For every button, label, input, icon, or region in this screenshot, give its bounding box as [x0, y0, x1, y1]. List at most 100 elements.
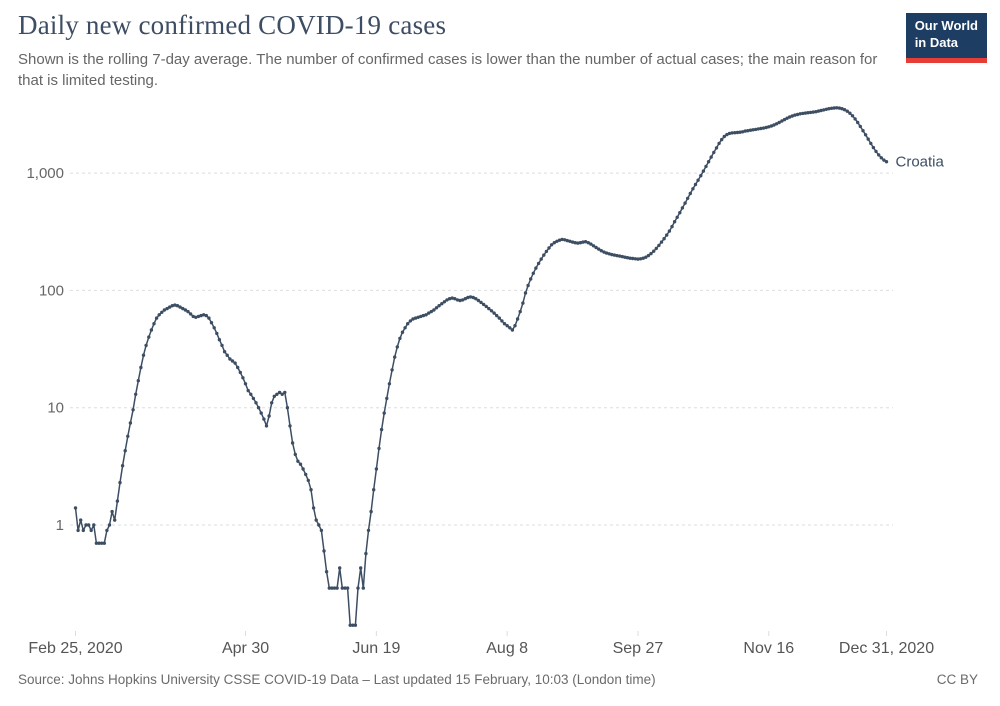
data-point[interactable]	[107, 523, 112, 527]
data-point[interactable]	[241, 376, 245, 380]
data-point[interactable]	[720, 137, 724, 142]
data-point[interactable]	[280, 392, 284, 396]
data-point[interactable]	[502, 322, 507, 326]
data-point[interactable]	[589, 242, 593, 246]
data-point[interactable]	[688, 191, 692, 196]
data-point[interactable]	[188, 312, 193, 316]
data-point[interactable]	[759, 126, 763, 131]
data-point[interactable]	[113, 518, 117, 522]
data-point[interactable]	[447, 297, 452, 301]
data-point[interactable]	[515, 317, 520, 321]
data-point[interactable]	[638, 257, 643, 261]
data-point[interactable]	[377, 446, 381, 451]
data-point[interactable]	[521, 301, 525, 305]
data-point[interactable]	[79, 518, 83, 522]
data-point[interactable]	[767, 125, 771, 129]
data-point[interactable]	[369, 509, 373, 514]
data-point[interactable]	[304, 472, 308, 477]
data-point[interactable]	[314, 518, 318, 522]
data-point[interactable]	[835, 106, 839, 110]
data-point[interactable]	[390, 368, 394, 372]
data-point[interactable]	[157, 313, 161, 317]
data-point[interactable]	[249, 392, 253, 396]
data-point[interactable]	[364, 551, 368, 556]
data-point[interactable]	[94, 541, 99, 545]
data-point[interactable]	[877, 153, 881, 157]
data-point[interactable]	[772, 123, 776, 127]
data-point[interactable]	[489, 309, 494, 313]
data-point[interactable]	[782, 117, 787, 122]
data-point[interactable]	[850, 114, 855, 118]
data-point[interactable]	[657, 243, 661, 248]
owid-logo[interactable]: Our World in Data	[905, 13, 987, 63]
data-point[interactable]	[706, 160, 711, 164]
data-point[interactable]	[366, 528, 371, 533]
data-point[interactable]	[270, 401, 274, 405]
data-point[interactable]	[552, 241, 556, 245]
data-point[interactable]	[330, 586, 334, 590]
data-point[interactable]	[445, 298, 449, 302]
data-point[interactable]	[209, 321, 214, 325]
data-point[interactable]	[811, 110, 815, 114]
data-point[interactable]	[110, 509, 114, 514]
data-point[interactable]	[495, 313, 499, 318]
data-point[interactable]	[816, 109, 821, 113]
data-point[interactable]	[733, 131, 737, 135]
data-point[interactable]	[829, 106, 834, 111]
data-point[interactable]	[646, 253, 651, 258]
data-point[interactable]	[217, 338, 222, 342]
data-point[interactable]	[309, 488, 313, 492]
data-point[interactable]	[529, 277, 533, 281]
data-point[interactable]	[311, 506, 316, 510]
data-point[interactable]	[374, 467, 379, 471]
data-point[interactable]	[194, 315, 198, 319]
data-point[interactable]	[777, 120, 781, 125]
data-point[interactable]	[196, 314, 201, 319]
data-point[interactable]	[756, 127, 760, 131]
data-point[interactable]	[288, 424, 292, 428]
data-point[interactable]	[332, 586, 337, 590]
data-point[interactable]	[361, 586, 365, 590]
data-point[interactable]	[343, 586, 347, 590]
data-point[interactable]	[832, 106, 836, 110]
data-point[interactable]	[652, 249, 656, 253]
data-point[interactable]	[466, 295, 470, 300]
data-point[interactable]	[531, 271, 535, 275]
data-point[interactable]	[563, 238, 567, 242]
data-point[interactable]	[225, 353, 229, 357]
data-point[interactable]	[267, 414, 271, 418]
data-point[interactable]	[393, 355, 397, 359]
data-point[interactable]	[442, 300, 447, 304]
data-point[interactable]	[840, 107, 844, 111]
data-point[interactable]	[262, 417, 266, 421]
data-point[interactable]	[678, 211, 682, 215]
data-point[interactable]	[602, 250, 606, 254]
data-point[interactable]	[181, 306, 185, 311]
data-point[interactable]	[675, 215, 679, 219]
data-point[interactable]	[293, 452, 297, 457]
data-point[interactable]	[149, 328, 154, 332]
data-point[interactable]	[411, 317, 415, 321]
data-point[interactable]	[573, 241, 577, 245]
data-point[interactable]	[484, 304, 488, 309]
data-point[interactable]	[513, 324, 517, 328]
data-point[interactable]	[175, 304, 180, 308]
data-point[interactable]	[476, 298, 481, 303]
data-point[interactable]	[607, 252, 611, 256]
data-point[interactable]	[861, 129, 865, 133]
data-point[interactable]	[338, 566, 342, 570]
data-point[interactable]	[243, 382, 248, 386]
data-point[interactable]	[510, 328, 515, 332]
data-point[interactable]	[395, 345, 399, 349]
data-point[interactable]	[123, 449, 127, 453]
data-point[interactable]	[576, 241, 580, 245]
data-point[interactable]	[416, 315, 420, 319]
data-point[interactable]	[272, 394, 276, 398]
data-point[interactable]	[154, 316, 159, 320]
data-point[interactable]	[604, 251, 609, 255]
data-point[interactable]	[670, 224, 674, 229]
data-point[interactable]	[754, 127, 758, 132]
data-point[interactable]	[230, 359, 235, 363]
data-point[interactable]	[534, 266, 538, 270]
